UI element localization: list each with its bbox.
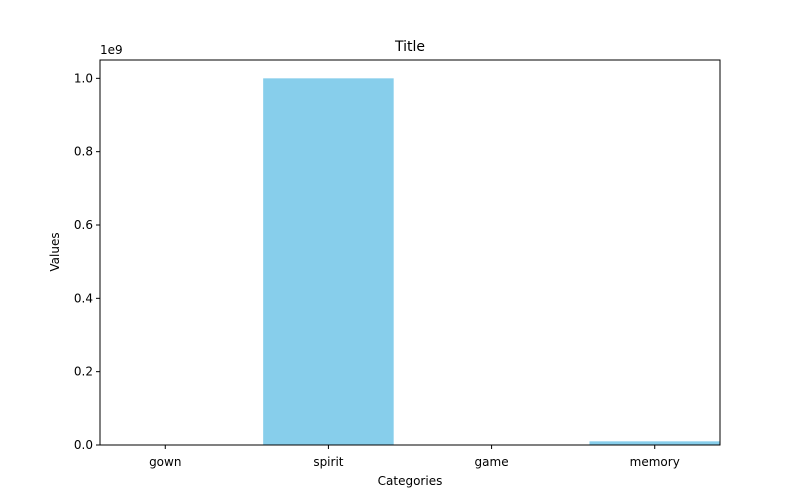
x-tick-label: spirit bbox=[313, 455, 343, 469]
y-tick-label: 0.8 bbox=[74, 145, 93, 159]
y-tick-label: 0.2 bbox=[74, 365, 93, 379]
x-ticks: gown spirit game memory bbox=[149, 445, 680, 469]
y-scale-offset-label: 1e9 bbox=[100, 43, 123, 57]
x-tick-label: game bbox=[475, 455, 509, 469]
x-tick-label: memory bbox=[630, 455, 680, 469]
bars-layer bbox=[100, 78, 720, 445]
y-axis-label: Values bbox=[48, 232, 62, 271]
bar-memory bbox=[589, 441, 720, 445]
y-tick-label: 0.0 bbox=[74, 438, 93, 452]
x-axis-label: Categories bbox=[378, 474, 443, 488]
y-tick-label: 0.4 bbox=[74, 291, 93, 305]
bar-spirit bbox=[263, 78, 394, 445]
axes-frame bbox=[100, 60, 720, 445]
x-tick-label: gown bbox=[149, 455, 181, 469]
y-ticks: 0.0 0.2 0.4 0.6 0.8 1.0 bbox=[74, 71, 100, 452]
y-tick-label: 1.0 bbox=[74, 71, 93, 85]
chart-title: Title bbox=[394, 39, 425, 55]
y-tick-label: 0.6 bbox=[74, 218, 93, 232]
